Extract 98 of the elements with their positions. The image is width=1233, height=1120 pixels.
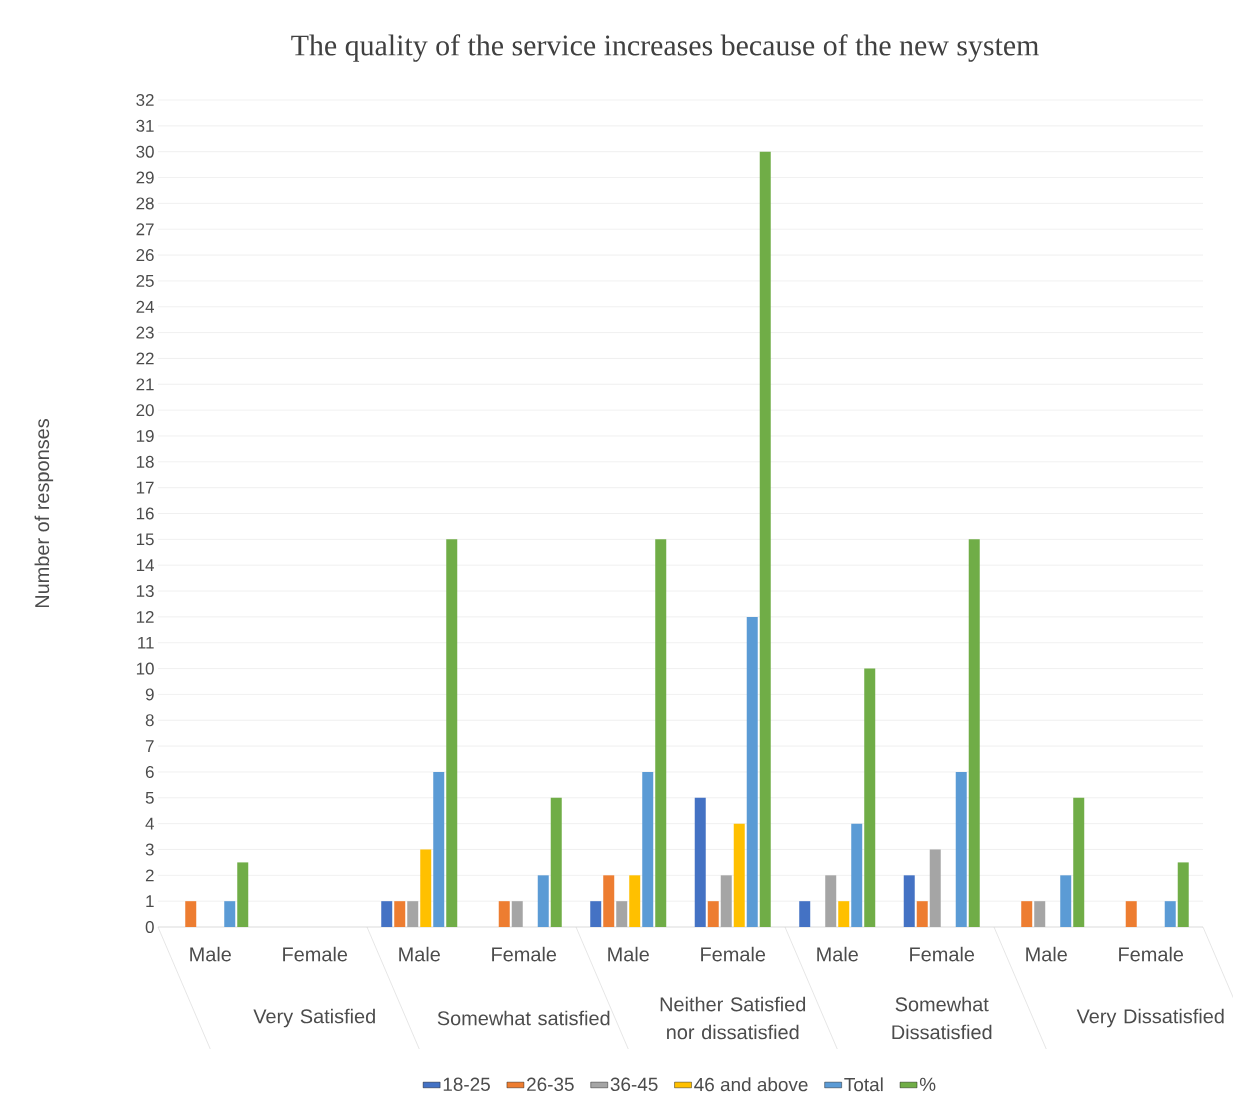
legend-label: 18-25 bbox=[443, 1077, 490, 1092]
bar bbox=[616, 901, 628, 928]
y-tick-label: 11 bbox=[138, 636, 154, 649]
y-tick-label: 31 bbox=[136, 119, 154, 132]
x-tick-label: Male bbox=[608, 946, 649, 962]
bar bbox=[746, 616, 758, 928]
y-tick-label: 23 bbox=[136, 326, 154, 339]
y-tick-label: 12 bbox=[136, 610, 154, 623]
y-tick-label: 21 bbox=[136, 378, 154, 391]
bar bbox=[1073, 797, 1085, 928]
y-tick-label: 3 bbox=[145, 843, 154, 856]
x-tick-label: Female bbox=[492, 946, 557, 962]
bar bbox=[851, 823, 863, 928]
bar bbox=[1125, 901, 1137, 928]
bar bbox=[237, 862, 249, 928]
y-tick-label: 9 bbox=[145, 688, 154, 701]
x-tick-label: Female bbox=[910, 946, 975, 962]
text: Neither Satisfied nor dissatisfied bbox=[660, 996, 806, 1040]
bar bbox=[407, 901, 419, 928]
y-tick-label: 28 bbox=[136, 197, 154, 210]
bar bbox=[968, 539, 980, 928]
bar bbox=[864, 668, 876, 928]
bar bbox=[694, 797, 706, 928]
y-tick-label: 14 bbox=[136, 559, 154, 572]
y-tick-label: 19 bbox=[136, 429, 154, 442]
x-tick-label: Male bbox=[190, 946, 231, 962]
bar bbox=[420, 849, 432, 928]
legend-label: % bbox=[919, 1077, 936, 1091]
bar bbox=[955, 771, 967, 928]
text: Somewhat Dissatisfied bbox=[892, 996, 992, 1040]
y-tick-label: 13 bbox=[136, 585, 154, 598]
bar bbox=[446, 539, 458, 928]
bar bbox=[1177, 862, 1189, 928]
text: Very Satisfied bbox=[253, 1008, 375, 1028]
bar bbox=[1060, 875, 1072, 928]
bar bbox=[1164, 901, 1176, 928]
chart-title: The quality of the service increases because of the new system bbox=[291, 34, 1039, 62]
y-tick-label: 22 bbox=[136, 352, 154, 365]
bar bbox=[381, 901, 393, 928]
legend-label: Total bbox=[844, 1077, 883, 1092]
y-tick-label: 16 bbox=[136, 507, 154, 520]
bar bbox=[838, 901, 850, 928]
y-tick-label: 17 bbox=[136, 481, 154, 494]
y-tick-label: 20 bbox=[136, 404, 154, 417]
bar bbox=[550, 797, 562, 928]
y-tick-label: 26 bbox=[136, 249, 154, 262]
y-tick-label: 0 bbox=[145, 921, 154, 934]
y-tick-label: 4 bbox=[145, 817, 154, 830]
bar bbox=[642, 771, 654, 928]
bar bbox=[590, 901, 602, 928]
legend-label: 46 and above bbox=[694, 1077, 808, 1092]
y-tick-label: 29 bbox=[136, 171, 154, 184]
bar bbox=[1034, 901, 1046, 928]
y-tick-label: 2 bbox=[145, 869, 154, 882]
text: Somewhat satisfied bbox=[437, 1010, 610, 1026]
bar bbox=[537, 875, 549, 928]
y-tick-label: 30 bbox=[136, 145, 154, 158]
x-tick-label: Male bbox=[817, 946, 858, 962]
bar bbox=[224, 901, 236, 928]
x-tick-label: Male bbox=[1026, 946, 1067, 962]
bar bbox=[603, 875, 615, 928]
legend-label: 36-45 bbox=[610, 1077, 658, 1092]
y-tick-label: 5 bbox=[145, 791, 154, 804]
x-tick-label: Female bbox=[1119, 946, 1184, 962]
bar bbox=[433, 771, 445, 928]
text: Very Dissatisfied bbox=[1076, 1008, 1224, 1028]
legend-label: 26-35 bbox=[527, 1077, 574, 1092]
y-tick-label: 32 bbox=[136, 94, 154, 107]
bar bbox=[498, 901, 510, 928]
y-tick-label: 24 bbox=[136, 300, 154, 313]
y-tick-label: 27 bbox=[136, 223, 154, 236]
x-tick-label: Male bbox=[399, 946, 440, 962]
bar bbox=[394, 901, 406, 928]
bar bbox=[707, 901, 719, 928]
bar bbox=[1021, 901, 1033, 928]
y-tick-label: 6 bbox=[145, 765, 154, 778]
y-tick-label: 10 bbox=[136, 662, 154, 675]
bar bbox=[629, 875, 641, 928]
y-tick-label: 15 bbox=[136, 533, 154, 546]
bar bbox=[511, 901, 523, 928]
y-tick-label: 25 bbox=[136, 274, 154, 287]
x-tick-label: Female bbox=[701, 946, 766, 962]
y-axis-title: Number of responses bbox=[34, 419, 54, 608]
bar bbox=[185, 901, 197, 928]
y-tick-label: 1 bbox=[146, 895, 154, 907]
bar bbox=[903, 875, 915, 928]
bar bbox=[825, 875, 837, 928]
bar bbox=[799, 901, 811, 928]
bar bbox=[929, 849, 941, 928]
bar bbox=[916, 901, 928, 928]
bar bbox=[720, 875, 732, 928]
x-tick-label: Female bbox=[283, 946, 348, 962]
y-tick-label: 18 bbox=[136, 455, 154, 468]
bar bbox=[759, 151, 771, 928]
y-tick-label: 8 bbox=[145, 714, 154, 727]
y-tick-label: 7 bbox=[145, 740, 154, 752]
bar bbox=[655, 539, 667, 928]
bar bbox=[733, 823, 745, 928]
